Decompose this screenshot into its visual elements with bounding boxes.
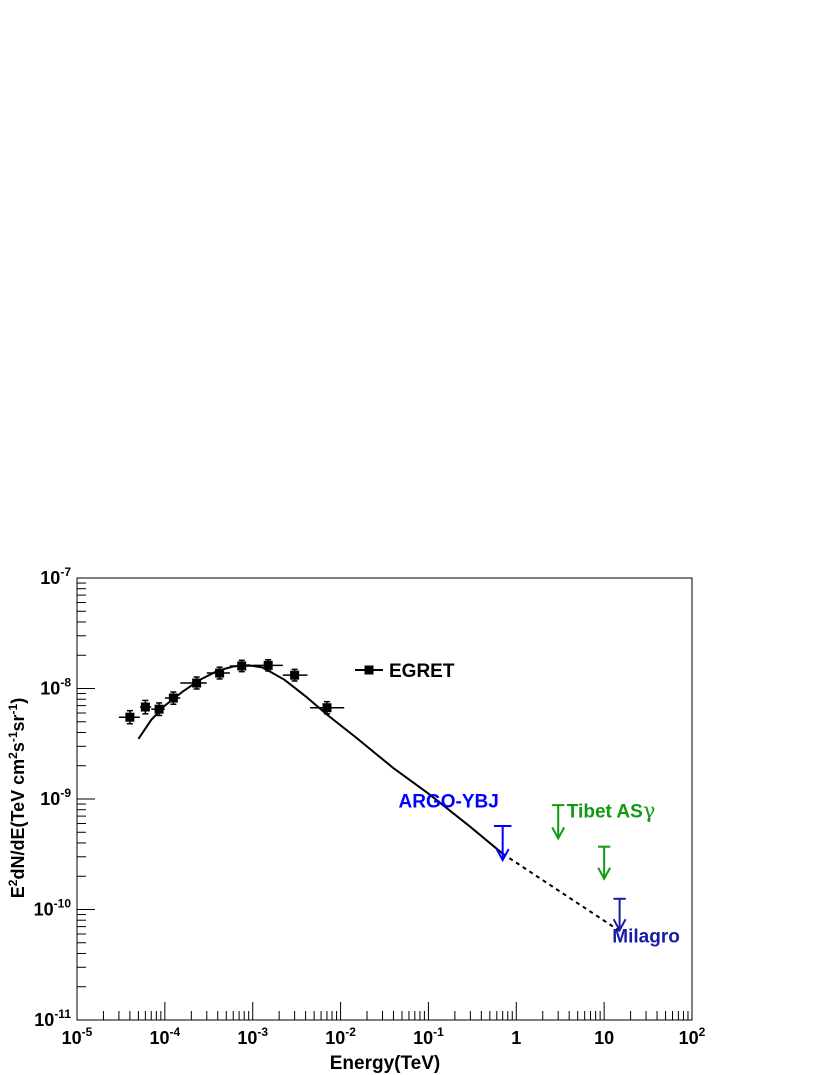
series-layer	[118, 659, 621, 932]
limit-arrowhead	[495, 848, 510, 863]
limit-arrowhead	[597, 867, 612, 881]
limit-arrowhead	[612, 918, 627, 933]
y-axis-title: E2dN/dE(TeV cm2s-1sr-1)	[6, 698, 28, 898]
x-tick-label: 10-3	[237, 1025, 268, 1048]
tick-labels: 10-5 10-4 10-3 10-2 10-1 1 10 10210-1110-1010-9…	[34, 565, 706, 1048]
point-marker	[125, 712, 135, 722]
egret-point	[118, 709, 140, 725]
point-marker	[263, 660, 273, 670]
upper-limit-arrow	[551, 804, 566, 841]
limit-arrowhead	[551, 826, 566, 841]
upper-limits	[493, 804, 627, 933]
x-tick-label: 1	[511, 1028, 521, 1048]
y-tick-label: 10-9	[40, 786, 71, 809]
y-tick-label: 10-10	[34, 897, 72, 920]
x-tick-label: 10-5	[62, 1025, 93, 1048]
x-tick-label: 10-4	[150, 1025, 181, 1048]
upper-limit-arrow	[597, 845, 612, 881]
legend-label: EGRET	[389, 661, 455, 682]
upper-limit-arrow	[612, 897, 627, 933]
egret-point	[206, 666, 230, 680]
y-tick-label: 10-11	[34, 1007, 71, 1030]
x-tick-label: 102	[679, 1025, 706, 1048]
plot-frame	[76, 577, 693, 1021]
annotation-label: Tibet ASγ	[567, 798, 656, 822]
point-marker	[215, 668, 225, 678]
annotation-label: ARGO-YBJ	[399, 791, 499, 812]
point-marker	[140, 702, 150, 712]
point-marker	[154, 704, 164, 714]
y-tick-label: 10-8	[40, 676, 71, 699]
egret-point	[139, 699, 152, 715]
x-axis-title: Energy(TeV)	[330, 1053, 441, 1074]
x-tick-label: 10-2	[325, 1025, 356, 1048]
y-tick-label: 10-7	[40, 565, 71, 588]
x-tick-label: 10-1	[413, 1025, 444, 1048]
point-marker	[322, 703, 332, 713]
egret-point	[282, 668, 308, 682]
point-marker	[290, 670, 300, 680]
x-tick-label: 10	[594, 1028, 614, 1048]
annotation-label: Milagro	[612, 927, 680, 948]
model-curve	[137, 664, 504, 855]
upper-limit-arrow	[493, 824, 512, 863]
legend-marker	[364, 665, 374, 675]
annotations: ARGO-YBJ Tibet ASγ Milagro	[399, 791, 680, 947]
axis-ticks	[76, 582, 689, 1021]
legend: EGRET	[355, 661, 455, 682]
